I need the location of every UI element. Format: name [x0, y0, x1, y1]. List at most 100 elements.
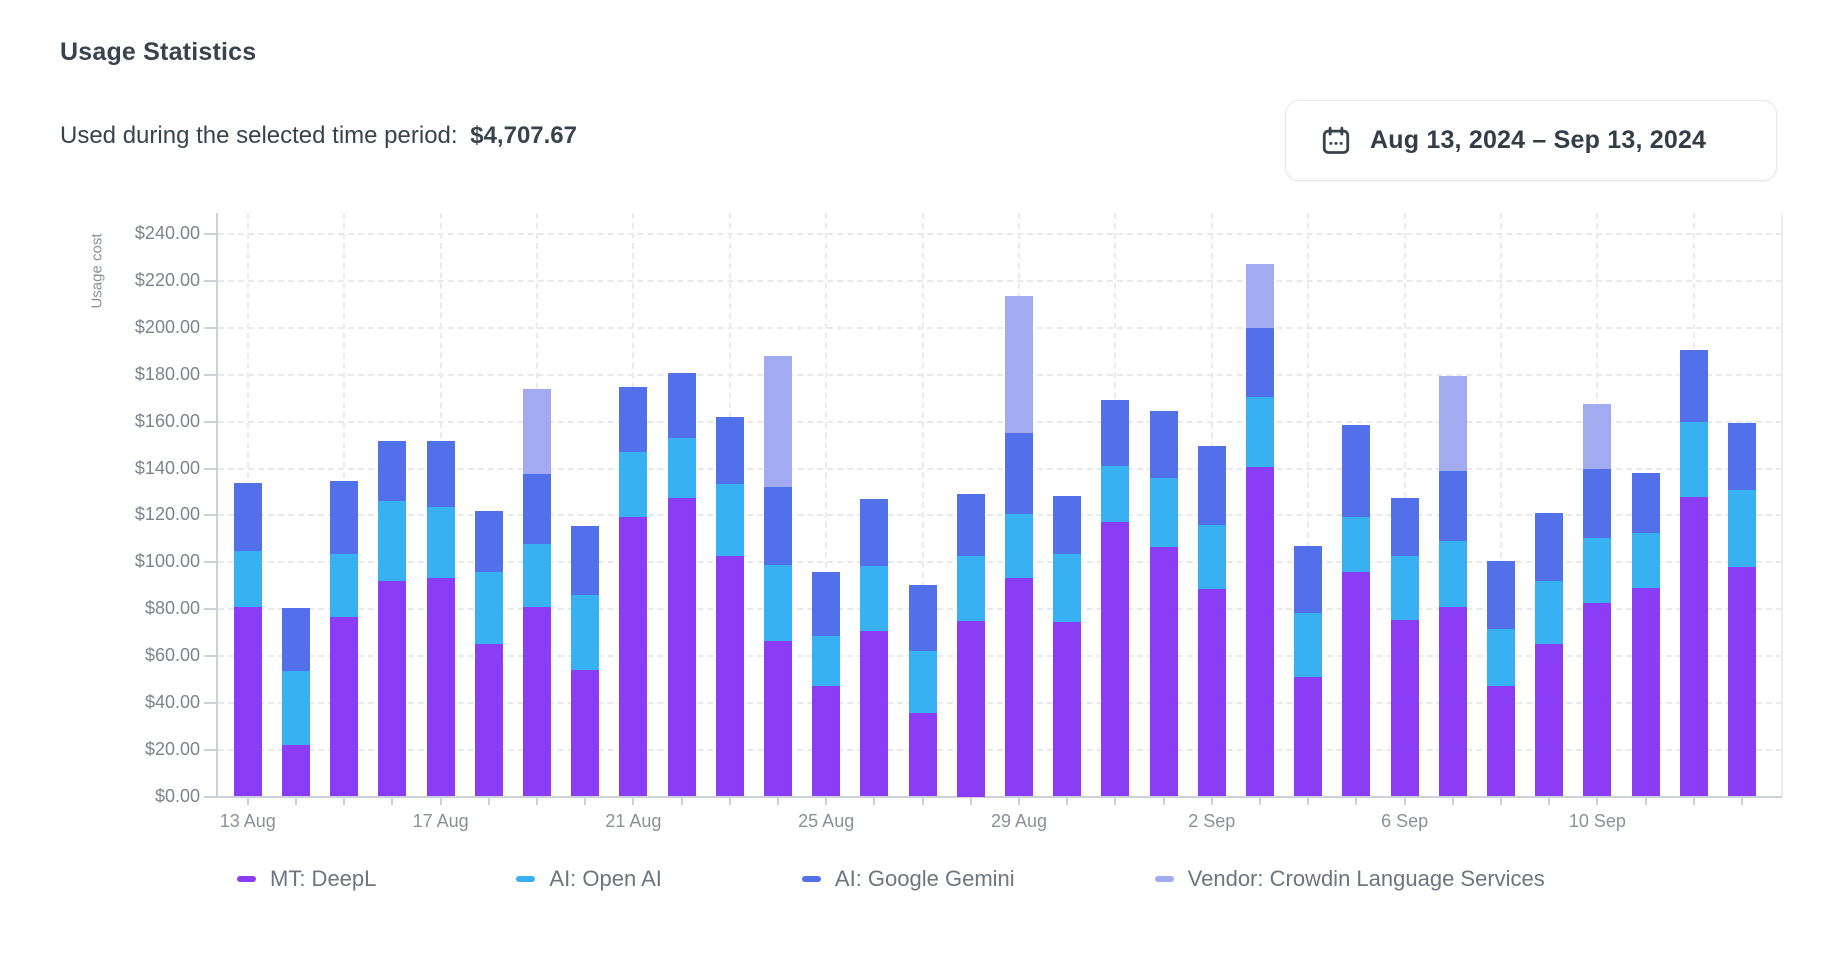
bar-segment[interactable] — [1149, 411, 1178, 478]
bar-segment[interactable] — [523, 543, 551, 607]
bar-segment[interactable] — [523, 606, 551, 797]
bar-segment[interactable] — [1005, 514, 1033, 578]
bar-segment[interactable] — [474, 644, 503, 797]
bar-segment[interactable] — [1390, 497, 1419, 557]
bar-segment[interactable] — [378, 440, 407, 502]
bar-segment[interactable] — [1487, 561, 1515, 630]
bar-segment[interactable] — [1294, 677, 1323, 797]
bar-segment[interactable] — [1583, 468, 1612, 538]
bar-segment[interactable] — [474, 571, 503, 645]
bar-segment[interactable] — [1438, 606, 1467, 797]
bar-segment[interactable] — [1728, 422, 1756, 490]
bar-segment[interactable] — [1390, 556, 1419, 620]
bar-segment[interactable] — [1535, 644, 1564, 797]
bar-segment[interactable] — [1101, 399, 1130, 467]
bar-segment[interactable] — [1342, 571, 1371, 797]
bar-segment[interactable] — [426, 577, 455, 797]
bar-segment[interactable] — [908, 713, 937, 797]
bar-segment[interactable] — [860, 499, 889, 566]
bar-segment[interactable] — [1294, 545, 1323, 613]
bar-segment[interactable] — [1631, 533, 1660, 589]
bar-segment[interactable] — [1728, 566, 1756, 797]
bar-segment[interactable] — [764, 564, 792, 641]
bar-segment[interactable] — [1679, 496, 1708, 797]
bar-segment[interactable] — [1005, 296, 1033, 434]
bar-segment[interactable] — [426, 440, 455, 508]
bar-segment[interactable] — [1583, 404, 1612, 469]
bar-segment[interactable] — [233, 606, 262, 797]
bar-segment[interactable] — [330, 617, 359, 797]
bar-segment[interactable] — [1246, 397, 1274, 468]
bar-segment[interactable] — [330, 481, 359, 555]
bar-segment[interactable] — [1246, 467, 1274, 797]
bar-segment[interactable] — [282, 607, 310, 672]
bar-segment[interactable] — [1679, 350, 1708, 422]
bar-segment[interactable] — [571, 595, 600, 671]
bar-segment[interactable] — [233, 550, 262, 607]
legend-item[interactable]: AI: Open AI — [516, 866, 662, 892]
bar-segment[interactable] — [619, 452, 648, 517]
bar-segment[interactable] — [1149, 477, 1178, 548]
bar-segment[interactable] — [1294, 612, 1323, 678]
bar-segment[interactable] — [860, 631, 889, 797]
bar-segment[interactable] — [1342, 425, 1371, 517]
bar-segment[interactable] — [1728, 489, 1756, 567]
bar-segment[interactable] — [1197, 524, 1226, 590]
bar-segment[interactable] — [1583, 537, 1612, 604]
bar-segment[interactable] — [764, 356, 792, 488]
bar-segment[interactable] — [330, 554, 359, 618]
bar-segment[interactable] — [1487, 629, 1515, 687]
bar-segment[interactable] — [233, 482, 262, 551]
bar-segment[interactable] — [1101, 466, 1130, 523]
bar-segment[interactable] — [1246, 328, 1274, 398]
bar-segment[interactable] — [282, 744, 310, 797]
bar-segment[interactable] — [715, 483, 744, 557]
bar-segment[interactable] — [1487, 686, 1515, 797]
bar-segment[interactable] — [1390, 619, 1419, 797]
bar-segment[interactable] — [1053, 554, 1082, 622]
bar-segment[interactable] — [812, 636, 841, 687]
bar-segment[interactable] — [1149, 547, 1178, 797]
bar-segment[interactable] — [1583, 603, 1612, 797]
legend-item[interactable]: AI: Google Gemini — [801, 866, 1015, 892]
bar-segment[interactable] — [1535, 581, 1564, 645]
bar-segment[interactable] — [426, 507, 455, 578]
bar-segment[interactable] — [667, 497, 696, 797]
bar-segment[interactable] — [1535, 513, 1564, 581]
bar-segment[interactable] — [1246, 263, 1274, 329]
bar-segment[interactable] — [764, 487, 792, 565]
bar-segment[interactable] — [764, 640, 792, 797]
bar-segment[interactable] — [908, 651, 937, 714]
bar-segment[interactable] — [282, 671, 310, 745]
bar-segment[interactable] — [812, 571, 841, 637]
bar-segment[interactable] — [1197, 446, 1226, 525]
bar-segment[interactable] — [619, 386, 648, 453]
bar-segment[interactable] — [619, 516, 648, 797]
bar-segment[interactable] — [1005, 577, 1033, 797]
bar-segment[interactable] — [1438, 376, 1467, 471]
bar-segment[interactable] — [667, 372, 696, 439]
bar-segment[interactable] — [378, 581, 407, 797]
bar-segment[interactable] — [667, 438, 696, 498]
bar-segment[interactable] — [1101, 522, 1130, 797]
bar-segment[interactable] — [523, 474, 551, 544]
date-range-picker[interactable]: Aug 13, 2024 – Sep 13, 2024 — [1285, 100, 1777, 181]
bar-segment[interactable] — [523, 388, 551, 475]
bar-segment[interactable] — [715, 556, 744, 797]
bar-segment[interactable] — [1005, 433, 1033, 515]
bar-segment[interactable] — [474, 510, 503, 572]
bar-segment[interactable] — [812, 686, 841, 797]
bar-segment[interactable] — [908, 584, 937, 652]
bar-segment[interactable] — [1438, 470, 1467, 542]
bar-segment[interactable] — [1679, 421, 1708, 497]
bar-segment[interactable] — [860, 565, 889, 632]
bar-segment[interactable] — [1053, 622, 1082, 797]
bar-segment[interactable] — [715, 417, 744, 484]
bar-segment[interactable] — [1197, 589, 1226, 797]
bar-segment[interactable] — [956, 620, 985, 797]
bar-segment[interactable] — [571, 670, 600, 797]
bar-segment[interactable] — [1631, 588, 1660, 797]
bar-segment[interactable] — [1631, 473, 1660, 533]
bar-segment[interactable] — [1053, 495, 1082, 555]
bar-segment[interactable] — [1438, 541, 1467, 607]
